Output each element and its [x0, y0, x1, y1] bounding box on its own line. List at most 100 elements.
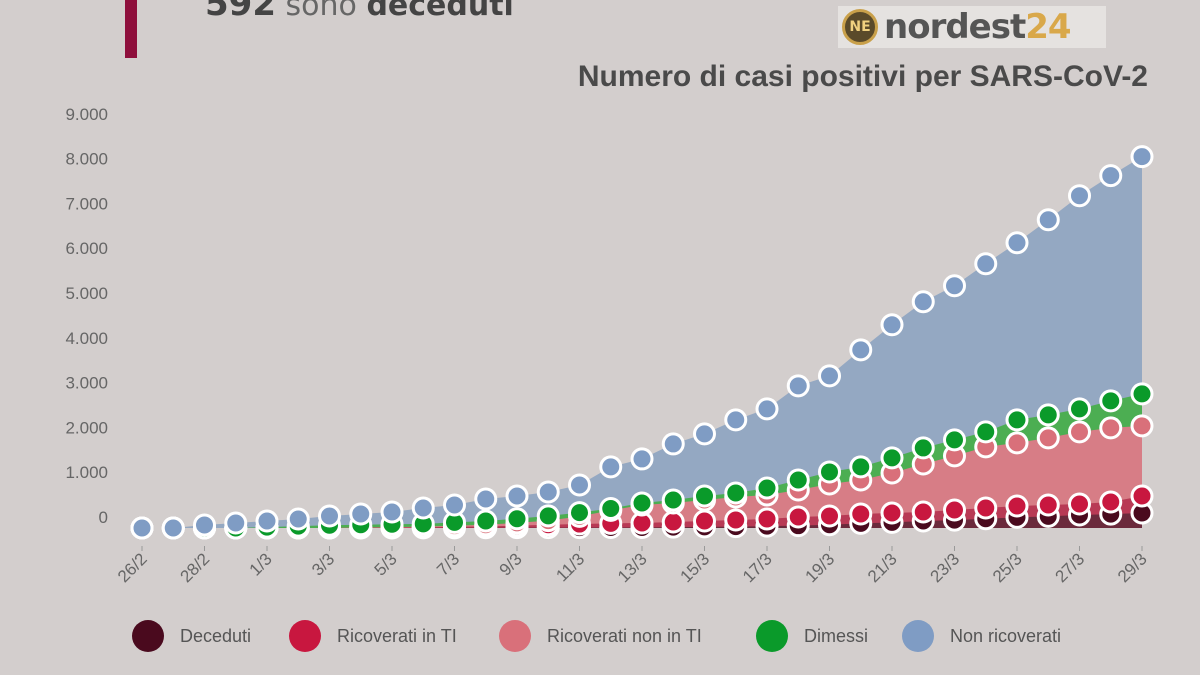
point-dimessi	[755, 476, 779, 500]
point-non-ricoverati	[130, 516, 154, 540]
legend-swatch-icon	[289, 620, 321, 652]
point-dimessi	[818, 460, 841, 484]
logo-number: 24	[1025, 7, 1071, 47]
deaths-count: 592	[205, 0, 276, 24]
deaths-text-bold: deceduti	[366, 0, 514, 23]
point-ricoverati-in-ti	[724, 508, 748, 532]
point-ricoverati-in-ti	[1130, 484, 1154, 508]
x-tick-label: 23/3	[926, 549, 963, 586]
legend-swatch-icon	[902, 620, 934, 652]
points	[130, 145, 1154, 540]
point-non-ricoverati	[286, 507, 310, 531]
point-non-ricoverati	[1068, 184, 1091, 208]
point-non-ricoverati	[693, 422, 716, 446]
point-non-ricoverati	[1099, 164, 1123, 188]
point-non-ricoverati	[318, 504, 341, 528]
point-non-ricoverati	[755, 397, 779, 421]
point-ricoverati-in-ti	[911, 500, 935, 524]
legend-swatch-icon	[756, 620, 788, 652]
point-ricoverati-in-ti	[818, 504, 841, 528]
point-non-ricoverati	[661, 432, 685, 456]
x-tick-label: 13/3	[614, 549, 651, 586]
point-non-ricoverati	[880, 313, 904, 337]
legend-label: Non ricoverati	[950, 625, 1062, 646]
point-dimessi	[1068, 397, 1091, 421]
point-dimessi	[786, 468, 810, 492]
x-tick-label: 7/3	[433, 549, 463, 579]
point-dimessi	[724, 481, 748, 505]
legend-swatch-icon	[499, 620, 531, 652]
y-tick-label: 2.000	[65, 418, 108, 437]
logo-mark-icon: NE	[842, 9, 878, 45]
point-non-ricoverati	[568, 473, 591, 497]
point-ricoverati-in-ti	[1005, 494, 1029, 518]
legend-item: Non ricoverati	[902, 620, 1061, 652]
accent-bar	[125, 0, 137, 58]
logo-text: nordest24	[884, 7, 1072, 47]
point-ricoverati-in-ti	[1036, 493, 1060, 517]
point-non-ricoverati	[599, 455, 623, 479]
point-ricoverati-in-ti	[755, 507, 779, 531]
point-ricoverati-in-ti	[974, 496, 998, 520]
x-tick-label: 5/3	[371, 549, 401, 579]
point-non-ricoverati	[380, 500, 404, 524]
point-dimessi	[474, 509, 498, 533]
legend-label: Deceduti	[180, 625, 252, 646]
point-dimessi	[974, 420, 998, 444]
point-ricoverati-non-in-ti	[1130, 414, 1154, 438]
x-tick-label: 11/3	[552, 549, 588, 585]
legend-item: Deceduti	[132, 620, 251, 652]
areas	[142, 156, 1142, 528]
legend-swatch-icon	[132, 620, 164, 652]
legend: Deceduti Ricoverati in TI Ricoverati non i…	[0, 620, 1200, 652]
point-ricoverati-non-in-ti	[1005, 431, 1029, 455]
x-tick-label: 9/3	[496, 549, 526, 579]
x-tick-label: 19/3	[801, 549, 838, 586]
y-tick-label: 3.000	[65, 374, 108, 393]
legend-label: Ricoverati in TI	[337, 625, 457, 646]
y-tick-label: 1.000	[65, 463, 108, 482]
point-dimessi	[599, 496, 623, 520]
point-non-ricoverati	[818, 364, 841, 388]
x-tick-label: 25/3	[989, 549, 1026, 586]
point-dimessi	[1099, 389, 1123, 413]
logo-word: nordest	[884, 7, 1026, 47]
x-tick-label: 17/3	[739, 549, 776, 586]
point-dimessi	[911, 436, 935, 460]
point-non-ricoverati	[849, 338, 873, 362]
y-tick-label: 6.000	[65, 239, 108, 258]
point-ricoverati-in-ti	[693, 509, 716, 533]
point-dimessi	[536, 504, 560, 528]
point-ricoverati-in-ti	[880, 501, 904, 525]
y-tick-label: 5.000	[65, 284, 108, 303]
y-tick-label: 0	[99, 508, 108, 527]
point-non-ricoverati	[349, 502, 373, 526]
point-non-ricoverati	[255, 509, 279, 533]
x-tick-label: 1/3	[246, 549, 276, 579]
point-non-ricoverati	[943, 274, 966, 298]
x-tick-label: 3/3	[308, 549, 338, 579]
point-ricoverati-non-in-ti	[1099, 416, 1123, 440]
deaths-headline: 592 sono deceduti	[205, 0, 514, 24]
legend-label: Dimessi	[804, 625, 869, 646]
x-tick-label: 28/2	[176, 549, 213, 586]
point-non-ricoverati	[474, 487, 498, 511]
chart-title: Numero di casi positivi per SARS-CoV-2	[577, 60, 1148, 93]
point-dimessi	[1036, 403, 1060, 427]
point-ricoverati-in-ti	[849, 502, 873, 526]
x-tick-label: 26/2	[114, 549, 151, 586]
point-dimessi	[880, 446, 904, 470]
point-non-ricoverati	[911, 290, 935, 314]
point-non-ricoverati	[193, 513, 216, 537]
area-non-ricoverati	[142, 156, 1142, 528]
y-tick-label: 4.000	[65, 329, 108, 348]
point-ricoverati-in-ti	[1068, 492, 1091, 516]
point-dimessi	[1130, 382, 1154, 406]
point-ricoverati-in-ti	[1099, 490, 1123, 514]
x-axis: 26/2 28/2 1/3 3/3 5/3 7/3 9/3 11/3 13/3 15/3 17/3 1…	[114, 546, 1151, 586]
point-ricoverati-in-ti	[943, 498, 966, 522]
stacked-area-chart: 0 1.000 2.000 3.000 4.000 5.000 6.000 7.000 8.00…	[65, 105, 1154, 586]
y-tick-label: 7.000	[65, 194, 108, 213]
x-tick-label: 27/3	[1051, 549, 1088, 586]
legend-item: Dimessi	[756, 620, 868, 652]
